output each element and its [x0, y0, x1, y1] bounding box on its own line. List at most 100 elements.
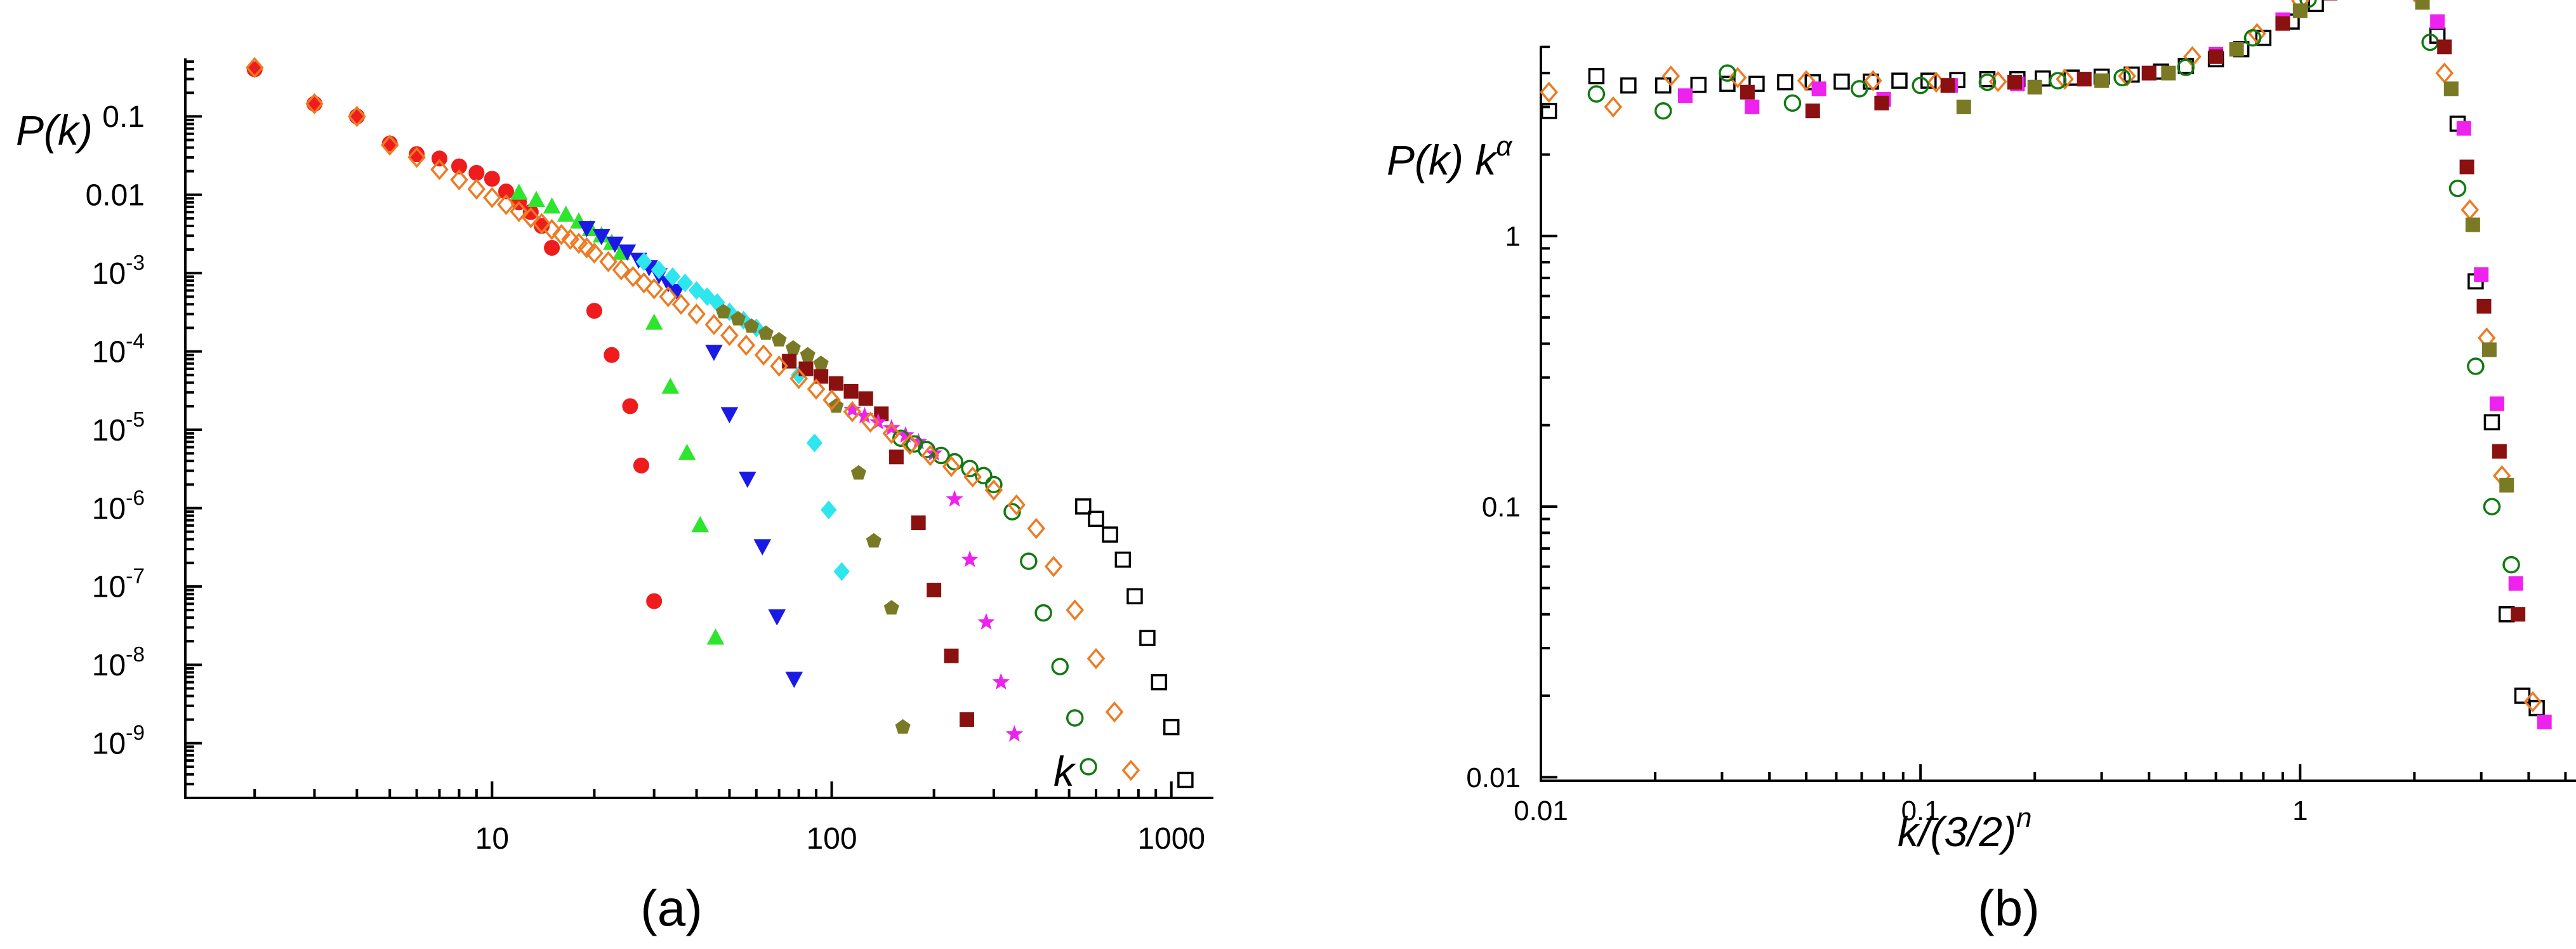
data-point-orange [407, 147, 426, 168]
y-tick-label-base: 10 [92, 492, 126, 526]
data-point-black [1620, 77, 1637, 94]
data-point-cyan [821, 500, 837, 519]
data-point-maroon [1740, 84, 1755, 100]
series-red [246, 61, 663, 609]
y-tick-label-exponent: -3 [126, 251, 145, 275]
y-tick-label-exponent: -9 [126, 722, 145, 745]
panel-b-axes-frame [1540, 46, 2576, 782]
data-point-maroon [2492, 444, 2507, 459]
data-point-orange [1864, 70, 1882, 91]
data-point-orange [861, 411, 880, 433]
data-point-magenta [2537, 714, 2552, 729]
data-point-olive [813, 355, 829, 370]
data-point-olive [2027, 79, 2042, 95]
data-point-orange [1087, 647, 1106, 670]
data-point-cyan [806, 433, 823, 453]
data-point-magenta [843, 401, 861, 418]
data-point-darkgreen [2467, 357, 2485, 375]
panel-a-ticks [185, 60, 1173, 799]
panel-a-x-axis-label: k [1054, 748, 1076, 795]
data-point-magenta [2508, 576, 2523, 591]
data-point-orange [645, 278, 663, 300]
data-point-orange [522, 207, 540, 229]
panel-b-x-axis-label-exponent: n [2016, 802, 2031, 833]
data-point-black [1540, 102, 1557, 119]
y-tick-label: 0.01 [86, 179, 145, 213]
data-point-magenta [2474, 267, 2489, 282]
data-point-black [1748, 76, 1765, 92]
data-point-maroon [927, 583, 942, 598]
data-point-orange [497, 194, 515, 215]
data-point-orange [1027, 517, 1046, 540]
data-point-orange [612, 259, 631, 281]
data-point-darkgreen [1851, 80, 1868, 98]
data-point-black [2308, 0, 2324, 13]
data-point-cyan [635, 252, 652, 271]
data-point-darkgreen [1003, 503, 1021, 521]
data-point-magenta [1005, 725, 1024, 742]
panel-b-x-axis-label-main: k/(3/2) [1898, 808, 2016, 855]
data-point-maroon [843, 383, 859, 399]
data-point-darkgreen [2483, 498, 2501, 515]
data-point-blue [578, 221, 596, 237]
y-tick-label-exponent: -5 [126, 408, 145, 432]
data-point-orange [599, 251, 618, 272]
data-point-orange [822, 389, 841, 411]
data-point-orange [635, 272, 653, 294]
data-point-black [1177, 771, 1194, 788]
data-point-orange [2056, 68, 2074, 90]
data-point-orange [807, 378, 826, 400]
data-point-darkgreen [1066, 709, 1084, 727]
series-orange [1540, 0, 2542, 713]
data-point-cyan [651, 260, 667, 279]
data-point-red [544, 239, 560, 256]
data-point-blue [768, 609, 786, 626]
data-point-darkgreen [961, 460, 979, 477]
data-point-red [409, 146, 425, 163]
panel-b-label: (b) [1978, 880, 2040, 936]
panel-b-chart: 0.01 0.1 1 0.01 0.1 1 P(k) kα k/(3/2)n (b) [1387, 0, 2576, 936]
data-point-maroon [858, 391, 873, 406]
data-point-maroon [959, 712, 974, 727]
data-point-black [1139, 630, 1156, 646]
data-point-orange [305, 93, 324, 115]
data-point-maroon [2459, 159, 2474, 175]
x-tick-label: 1000 [1137, 822, 1205, 856]
data-point-olive [866, 533, 882, 548]
data-point-red [306, 95, 322, 112]
panel-b-y-axis-label-main: P(k) k [1387, 136, 1498, 183]
data-point-olive [2292, 3, 2308, 18]
y-tick-label-exponent: -4 [126, 329, 145, 353]
data-point-magenta [961, 550, 979, 567]
y-tick-label: 10-9 [92, 722, 145, 761]
data-point-black [2124, 66, 2140, 83]
data-point-green [557, 205, 575, 222]
series-orange [245, 56, 1140, 781]
data-point-black [1114, 551, 1132, 568]
data-point-black [1151, 674, 1168, 691]
data-point-orange [543, 218, 561, 241]
data-point-orange [1540, 81, 1558, 103]
data-point-darkgreen [2243, 29, 2262, 47]
data-point-darkgreen [975, 467, 993, 485]
data-point-cyan [833, 562, 850, 581]
data-point-maroon [2007, 75, 2022, 90]
data-point-orange [561, 229, 579, 250]
data-point-darkgreen [1912, 76, 1929, 95]
data-point-olive [800, 347, 816, 362]
x-tick-label: 100 [806, 822, 857, 856]
data-point-olive [771, 331, 787, 347]
data-point-maroon [1940, 78, 1955, 93]
data-point-magenta [1745, 99, 1760, 114]
y-tick-label: 0.01 [1466, 762, 1521, 793]
data-point-orange [450, 169, 468, 190]
data-point-olive [785, 340, 801, 355]
panel-b-y-axis-label: P(k) kα [1387, 131, 1513, 183]
data-point-darkgreen [1783, 94, 1802, 112]
data-point-red [586, 303, 602, 319]
series-green [510, 183, 725, 645]
data-point-darkgreen [2177, 58, 2195, 76]
data-point-olive [2161, 65, 2176, 81]
data-point-maroon [782, 354, 797, 369]
data-point-orange [245, 56, 264, 79]
